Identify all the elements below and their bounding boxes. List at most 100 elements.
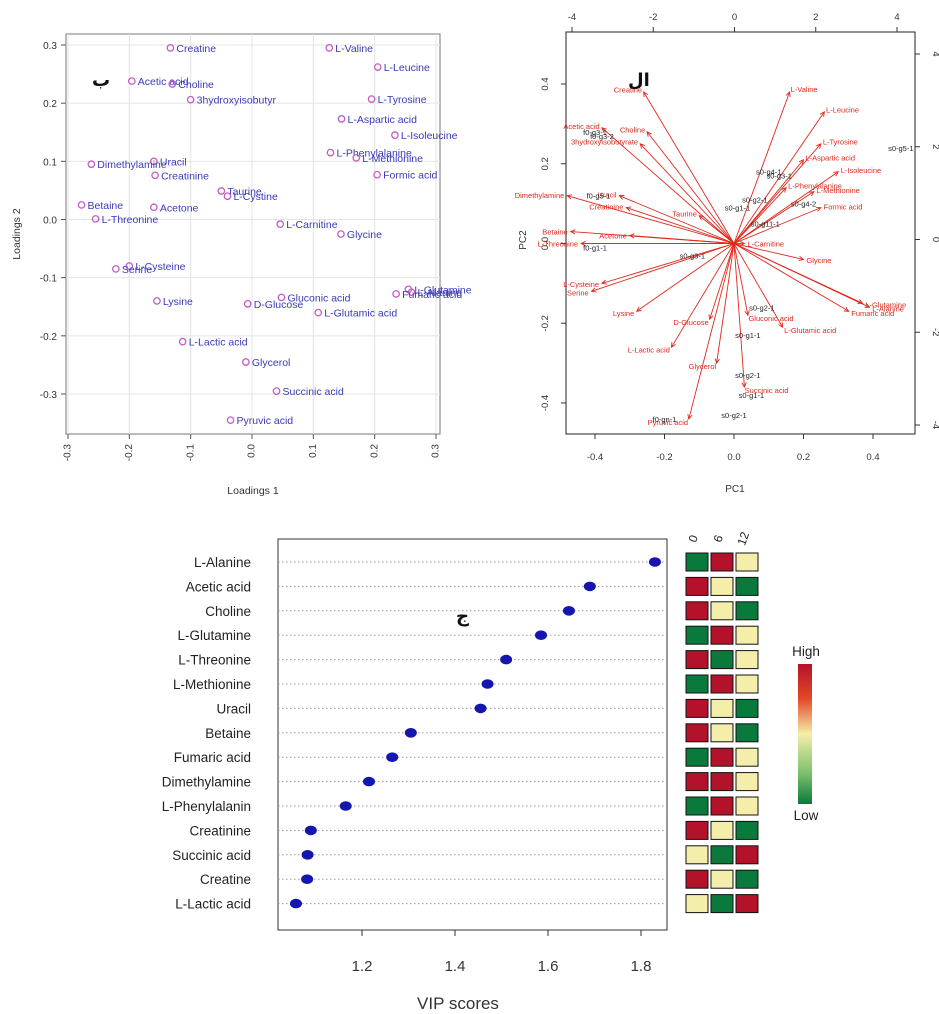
arrow-label: Taurine — [672, 210, 697, 219]
sample-label: f0-gn-1 — [653, 415, 677, 424]
y-tick-label: -0.3 — [40, 390, 58, 401]
loading-point — [392, 290, 400, 298]
panel-label: ال — [628, 70, 650, 91]
sample-label: s0-g2-1 — [721, 411, 746, 420]
loading-point — [87, 160, 96, 169]
y-axis-label: Loadings 2 — [11, 208, 23, 260]
loading-point — [373, 63, 382, 71]
loading-arrow — [733, 143, 822, 244]
vip-point — [562, 606, 575, 616]
loading-label: L-Threonine — [102, 214, 159, 226]
loading-arrow — [688, 243, 735, 420]
arrow-label: Dimethylamine — [515, 191, 565, 200]
arrow-label: L-Carnitine — [747, 240, 784, 249]
metabolite-label: Creatine — [200, 872, 251, 887]
loading-arrow — [733, 159, 804, 244]
heatmap-cell — [710, 820, 734, 840]
x-tick-label: -0.1 — [185, 444, 196, 462]
loading-point — [276, 220, 285, 229]
loading-point — [352, 153, 361, 162]
heatmap-cell — [735, 625, 759, 645]
metabolite-label: Betaine — [205, 726, 251, 741]
loading-label: D-Glucose — [254, 299, 304, 311]
loading-arrow — [567, 195, 735, 244]
vip-point — [339, 801, 352, 811]
heatmap-cell — [685, 698, 709, 718]
heatmap-cell — [710, 869, 734, 889]
heatmap-cell — [685, 845, 709, 865]
loading-arrow — [733, 207, 822, 244]
arrow-label: Fumaric acid — [851, 309, 894, 318]
arrow-label: Creatinine — [589, 203, 623, 212]
loading-label: Lysine — [163, 296, 193, 308]
sample-label: s0-g2-1 — [742, 196, 767, 205]
vip-score-plot: L-Alanine Acetic acid Choline L-Glutamine L-… — [162, 530, 820, 1013]
heatmap-cell — [685, 601, 709, 621]
loading-label: L-Lactic acid — [189, 337, 248, 349]
x-tick-label: 0.0 — [727, 452, 740, 463]
heatmap-column-label: 12 — [734, 530, 752, 548]
loading-label: L-Carnitine — [286, 219, 338, 231]
arrow-label: L-Cysteine — [563, 280, 599, 289]
right-tick-label: -4 — [930, 421, 939, 429]
plot-frame — [565, 31, 916, 435]
loading-label: Dimethylamine — [97, 159, 167, 171]
loading-point — [186, 95, 195, 104]
y-tick-label: -0.2 — [40, 332, 58, 343]
arrow-head — [569, 229, 576, 235]
loading-point — [151, 171, 159, 180]
loading-point — [326, 148, 335, 157]
arrow-head — [580, 240, 586, 247]
loading-arrow — [709, 243, 735, 320]
loading-arrow — [733, 243, 749, 316]
heatmap-cell — [685, 772, 709, 792]
loading-label: L-Methionine — [362, 153, 423, 165]
heatmap-cell — [710, 674, 734, 694]
loading-label: Pyruvic acid — [237, 415, 294, 427]
top-tick-label: 4 — [894, 12, 899, 23]
loading-label: Gluconic acid — [287, 292, 350, 304]
heatmap-cell — [710, 772, 734, 792]
loading-point — [243, 299, 252, 308]
heatmap-cell — [710, 576, 734, 596]
heatmap-column-label: 6 — [711, 533, 727, 544]
loading-label: L-Alanine — [417, 287, 462, 299]
loading-label: L-Cystine — [233, 191, 278, 203]
heatmap-cell — [685, 552, 709, 572]
vip-point — [648, 557, 661, 567]
arrow-head — [857, 299, 864, 304]
arrow-label: Serine — [567, 288, 589, 297]
loading-arrow — [639, 143, 735, 244]
heatmap-cell — [685, 650, 709, 670]
loading-label: Acetone — [160, 202, 199, 214]
arrow-label: L-Methionine — [816, 186, 859, 195]
y-axis-label: PC2 — [518, 230, 529, 250]
loading-arrow — [733, 191, 815, 244]
loading-arrow — [698, 215, 735, 244]
loading-label: L-Tyrosine — [378, 94, 427, 106]
loading-label: Choline — [178, 79, 214, 91]
metabolite-label: L-Phenylalanin — [162, 799, 251, 814]
x-tick-label: -0.2 — [656, 452, 672, 463]
arrow-head — [781, 186, 787, 193]
sample-label: s0-g1-1 — [725, 204, 750, 213]
arrow-label: L-Glutamine — [865, 301, 906, 310]
sample-label: s0-g1-1 — [735, 331, 760, 340]
heatmap-cell — [710, 552, 734, 572]
arrow-label: Acetone — [599, 231, 627, 240]
heatmap-cell — [735, 650, 759, 670]
x-axis-label: VIP scores — [417, 994, 499, 1013]
heatmap-cell — [710, 625, 734, 645]
panel-label: ب — [92, 70, 110, 91]
vip-point — [474, 703, 487, 714]
loading-arrow — [733, 243, 870, 308]
arrow-label: L-Tyrosine — [823, 138, 858, 147]
loading-label: L-Leucine — [384, 62, 430, 74]
y-tick-label: -0.1 — [40, 274, 58, 285]
heatmap-cell — [710, 650, 734, 670]
loading-label: L-Isoleucine — [401, 130, 458, 142]
loading-point — [217, 187, 226, 195]
loading-label: Uracil — [160, 156, 187, 168]
loading-label: L-Cysteine — [135, 261, 185, 273]
loading-label: L-Glutamic acid — [324, 308, 397, 320]
